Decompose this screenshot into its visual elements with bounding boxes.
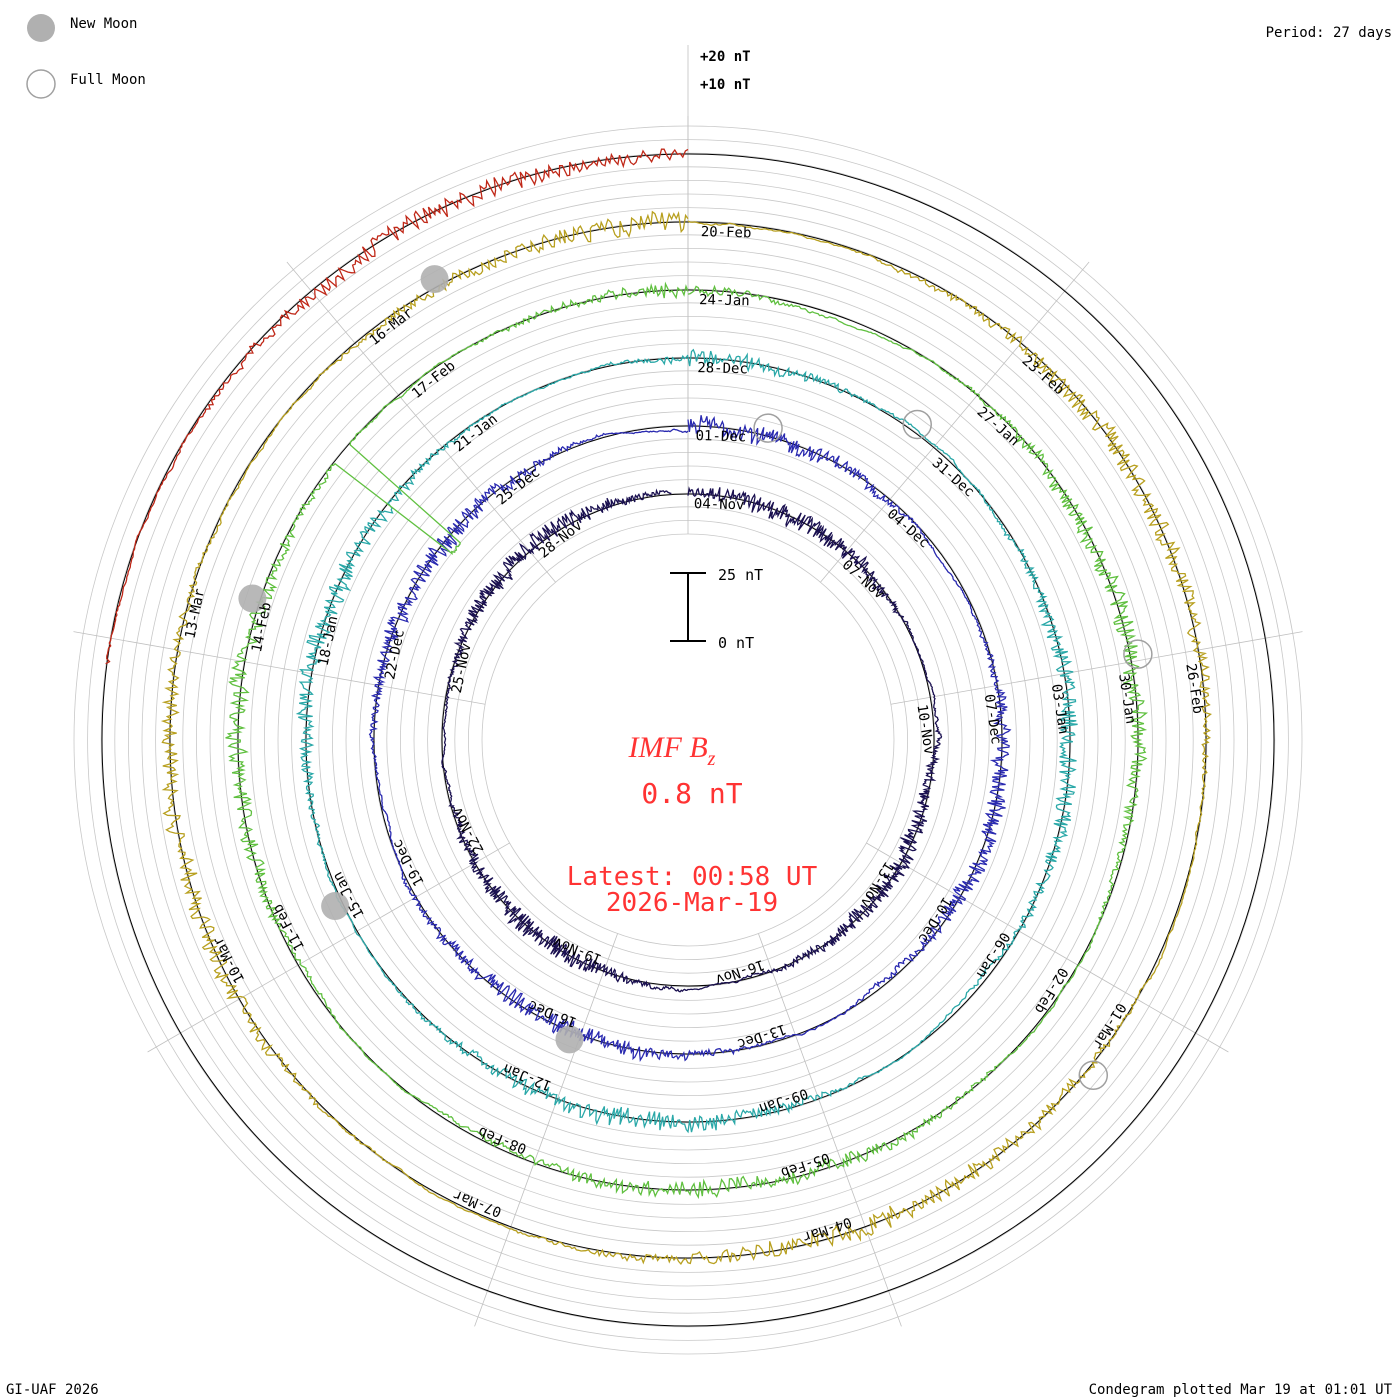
date-label: 12-Jan xyxy=(501,1060,554,1093)
date-label: 22-Nov xyxy=(449,804,487,856)
series-trace-5 xyxy=(160,210,1212,1265)
new-moon-legend-label: New Moon xyxy=(70,16,137,32)
date-label: 01-Dec xyxy=(695,428,746,445)
plotted-label: Condegram plotted Mar 19 at 01:01 UT xyxy=(1089,1382,1393,1398)
scale-bar-bottom-label: 0 nT xyxy=(718,634,754,652)
data-traces xyxy=(101,148,1275,1327)
grid-spoke xyxy=(73,631,486,705)
credit-label: GI-UAF 2026 xyxy=(6,1382,99,1398)
series-trace-6 xyxy=(105,148,689,665)
date-label: 26-Feb xyxy=(1182,663,1205,715)
series-trace-1 xyxy=(441,486,943,993)
date-label: 03-Jan xyxy=(1048,683,1071,735)
scale-bar: 25 nT 0 nT xyxy=(670,566,763,652)
moon-markers xyxy=(238,265,1153,1091)
grid-spoke xyxy=(758,933,902,1327)
latest-date: 2026-Mar-19 xyxy=(606,888,778,918)
date-label: 07-Dec xyxy=(981,693,1004,745)
period-label: Period: 27 days xyxy=(1266,25,1392,41)
zero-ring xyxy=(101,153,1275,1327)
new-moon-marker xyxy=(321,892,350,921)
scale-bar-top-label: 25 nT xyxy=(718,566,763,584)
grid-spoke xyxy=(866,842,1229,1053)
chart-title: IMF Bz xyxy=(628,731,716,770)
date-label: 25-Nov xyxy=(449,642,475,695)
date-label: 13-Dec xyxy=(735,1020,788,1051)
grid-spoke xyxy=(820,261,1090,583)
date-label: 28-Dec xyxy=(697,360,748,377)
new-moon-legend-icon xyxy=(27,14,55,42)
date-label: 24-Jan xyxy=(699,292,750,309)
full-moon-marker xyxy=(1123,639,1153,669)
new-moon-marker xyxy=(555,1025,584,1054)
grid-spoke xyxy=(890,631,1303,705)
grid-spoke xyxy=(474,933,618,1327)
series-trace-2 xyxy=(368,415,1012,1062)
date-label: 20-Feb xyxy=(701,224,752,241)
date-label: 16-Dec xyxy=(526,997,579,1030)
ring-scale-label-20: +20 nT xyxy=(700,49,751,65)
full-moon-marker xyxy=(753,413,783,443)
date-label: 09-Jan xyxy=(757,1085,810,1116)
date-label: 06-Jan xyxy=(973,929,1013,981)
date-label: 16-Nov xyxy=(713,956,766,987)
date-label: 10-Nov xyxy=(913,703,936,755)
date-label: 22-Dec xyxy=(382,628,408,681)
full-moon-legend-icon xyxy=(26,69,56,99)
date-label: 08-Feb xyxy=(476,1123,529,1156)
ring-scale-label-10: +10 nT xyxy=(700,77,751,93)
date-label: 30-Jan xyxy=(1115,673,1138,725)
new-moon-marker xyxy=(238,584,267,613)
date-label: 02-Feb xyxy=(1031,965,1071,1017)
date-label: 19-Dec xyxy=(390,837,428,889)
series-trace-4 xyxy=(225,281,1149,1200)
date-label: 04-Nov xyxy=(694,496,745,513)
full-moon-marker xyxy=(1078,1060,1109,1091)
latest-time: Latest: 00:58 UT xyxy=(567,862,818,892)
grid-spoke xyxy=(286,261,556,583)
full-moon-legend-label: Full Moon xyxy=(70,72,146,88)
new-moon-marker xyxy=(420,265,449,294)
ring-grid xyxy=(73,45,1303,1355)
series-trace-3 xyxy=(295,348,1078,1134)
grid-spoke xyxy=(147,842,510,1053)
date-label: 13-Mar xyxy=(182,587,208,640)
date-label: 11-Feb xyxy=(270,901,308,953)
current-value: 0.8 nT xyxy=(641,777,742,810)
date-label: 18-Jan xyxy=(316,615,342,668)
full-moon-marker xyxy=(902,409,932,440)
